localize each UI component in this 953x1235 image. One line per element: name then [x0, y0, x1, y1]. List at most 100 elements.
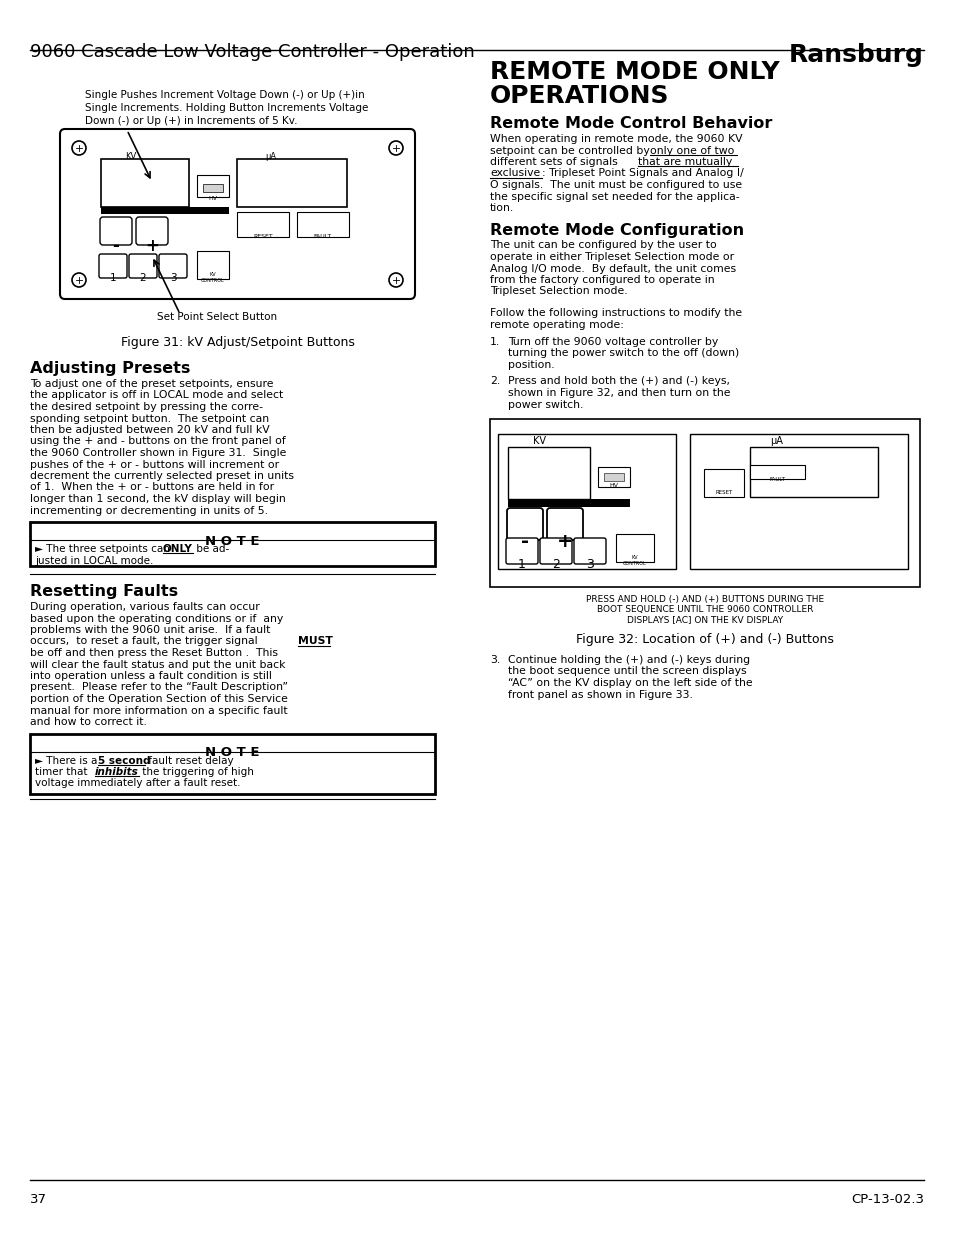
- FancyBboxPatch shape: [159, 254, 187, 278]
- Text: FAULT: FAULT: [314, 233, 332, 240]
- FancyBboxPatch shape: [100, 217, 132, 245]
- Text: Turn off the 9060 voltage controller by: Turn off the 9060 voltage controller by: [507, 337, 718, 347]
- Text: Down (-) or Up (+) in Increments of 5 Kv.: Down (-) or Up (+) in Increments of 5 Kv…: [85, 116, 297, 126]
- Text: OPERATIONS: OPERATIONS: [490, 84, 669, 107]
- Text: based upon the operating conditions or if  any: based upon the operating conditions or i…: [30, 614, 283, 624]
- Text: and how to correct it.: and how to correct it.: [30, 718, 147, 727]
- Text: To adjust one of the preset setpoints, ensure: To adjust one of the preset setpoints, e…: [30, 379, 274, 389]
- Text: N O T E: N O T E: [205, 535, 259, 548]
- Bar: [507, 447, 589, 499]
- Text: problems with the 9060 unit arise.  If a fault: problems with the 9060 unit arise. If a …: [30, 625, 270, 635]
- Text: RESET: RESET: [715, 490, 732, 495]
- Text: fault reset delay: fault reset delay: [145, 756, 233, 766]
- Text: from the factory configured to operate in: from the factory configured to operate i…: [490, 275, 714, 285]
- Text: KV
CONTROL: KV CONTROL: [622, 555, 646, 566]
- Text: BOOT SEQUENCE UNTIL THE 9060 CONTROLLER: BOOT SEQUENCE UNTIL THE 9060 CONTROLLER: [597, 605, 812, 614]
- Text: 9060 Cascade Low Voltage Controller - Operation: 9060 Cascade Low Voltage Controller - Op…: [30, 43, 475, 61]
- Text: Adjusting Presets: Adjusting Presets: [30, 361, 191, 375]
- Text: 1: 1: [110, 273, 116, 283]
- Bar: [689, 433, 907, 569]
- Text: Tripleset Selection mode.: Tripleset Selection mode.: [490, 287, 627, 296]
- Text: the boot sequence until the screen displays: the boot sequence until the screen displ…: [507, 667, 746, 677]
- Bar: [749, 466, 804, 479]
- Bar: [703, 469, 743, 496]
- Text: Remote Mode Configuration: Remote Mode Configuration: [490, 222, 743, 237]
- Text: Continue holding the (+) and (-) keys during: Continue holding the (+) and (-) keys du…: [507, 655, 749, 664]
- Bar: [101, 159, 189, 207]
- Text: When operating in remote mode, the 9060 KV: When operating in remote mode, the 9060 …: [490, 135, 741, 144]
- FancyBboxPatch shape: [506, 508, 542, 540]
- Text: exclusive: exclusive: [490, 168, 539, 179]
- Bar: [101, 207, 229, 214]
- Text: KV: KV: [533, 436, 545, 446]
- Text: manual for more information on a specific fault: manual for more information on a specifi…: [30, 705, 287, 715]
- Text: 37: 37: [30, 1193, 47, 1207]
- Text: into operation unless a fault condition is still: into operation unless a fault condition …: [30, 671, 272, 680]
- Text: present.  Please refer to the “Fault Description”: present. Please refer to the “Fault Desc…: [30, 683, 288, 693]
- Text: Remote Mode Control Behavior: Remote Mode Control Behavior: [490, 116, 772, 131]
- FancyBboxPatch shape: [129, 254, 157, 278]
- Text: +: +: [145, 237, 159, 254]
- Text: then be adjusted between 20 kV and full kV: then be adjusted between 20 kV and full …: [30, 425, 270, 435]
- Text: Follow the following instructions to modify the: Follow the following instructions to mod…: [490, 308, 741, 317]
- Text: RESET: RESET: [253, 233, 273, 240]
- Text: Set Point Select Button: Set Point Select Button: [157, 312, 276, 322]
- Bar: [497, 433, 676, 569]
- Text: only one of two: only one of two: [649, 146, 734, 156]
- Text: setpoint can be controlled by: setpoint can be controlled by: [490, 146, 653, 156]
- Text: 1.: 1.: [490, 337, 499, 347]
- Text: sponding setpoint button.  The setpoint can: sponding setpoint button. The setpoint c…: [30, 414, 269, 424]
- Text: μA: μA: [769, 436, 782, 446]
- Bar: [30, 522, 435, 566]
- Text: 2: 2: [139, 273, 146, 283]
- Bar: [236, 159, 347, 207]
- Text: During operation, various faults can occur: During operation, various faults can occ…: [30, 601, 259, 613]
- Text: Press and hold both the (+) and (-) keys,: Press and hold both the (+) and (-) keys…: [507, 377, 729, 387]
- FancyBboxPatch shape: [546, 508, 582, 540]
- Text: will clear the fault status and put the unit back: will clear the fault status and put the …: [30, 659, 285, 669]
- Text: ► The three setpoints can: ► The three setpoints can: [35, 543, 172, 555]
- Bar: [196, 175, 229, 198]
- Text: inhibits: inhibits: [95, 767, 138, 777]
- Text: ONLY: ONLY: [163, 543, 193, 555]
- Text: pushes of the + or - buttons will increment or: pushes of the + or - buttons will increm…: [30, 459, 279, 469]
- Text: ► There is a: ► There is a: [35, 756, 100, 766]
- Text: justed in LOCAL mode.: justed in LOCAL mode.: [35, 556, 153, 566]
- Text: 3: 3: [170, 273, 176, 283]
- Text: incrementing or decrementing in units of 5.: incrementing or decrementing in units of…: [30, 505, 268, 515]
- Text: Single Increments. Holding Button Increments Voltage: Single Increments. Holding Button Increm…: [85, 103, 368, 112]
- Text: be off and then press the Reset Button .  This: be off and then press the Reset Button .…: [30, 648, 277, 658]
- Bar: [749, 447, 877, 496]
- Text: PRESS AND HOLD (-) AND (+) BUTTONS DURING THE: PRESS AND HOLD (-) AND (+) BUTTONS DURIN…: [585, 595, 823, 604]
- Text: that are mutually: that are mutually: [638, 157, 732, 167]
- FancyBboxPatch shape: [539, 538, 572, 564]
- Text: timer that: timer that: [35, 767, 91, 777]
- Bar: [603, 473, 623, 480]
- Text: FAULT: FAULT: [768, 477, 784, 482]
- Text: +: +: [557, 532, 573, 551]
- Bar: [236, 212, 289, 237]
- Text: front panel as shown in Figure 33.: front panel as shown in Figure 33.: [507, 689, 692, 699]
- FancyBboxPatch shape: [574, 538, 605, 564]
- Text: Resetting Faults: Resetting Faults: [30, 584, 178, 599]
- Text: the specific signal set needed for the applica-: the specific signal set needed for the a…: [490, 191, 739, 201]
- FancyBboxPatch shape: [136, 217, 168, 245]
- Text: decrement the currently selected preset in units: decrement the currently selected preset …: [30, 471, 294, 480]
- Text: remote operating mode:: remote operating mode:: [490, 320, 623, 330]
- Text: tion.: tion.: [490, 203, 514, 212]
- Text: using the + and - buttons on the front panel of: using the + and - buttons on the front p…: [30, 436, 286, 447]
- Bar: [507, 499, 629, 508]
- Text: HV: HV: [209, 196, 217, 201]
- Text: CP-13-02.3: CP-13-02.3: [850, 1193, 923, 1207]
- Text: Single Pushes Increment Voltage Down (-) or Up (+)in: Single Pushes Increment Voltage Down (-)…: [85, 90, 364, 100]
- Text: voltage immediately after a fault reset.: voltage immediately after a fault reset.: [35, 778, 240, 788]
- Text: REMOTE MODE ONLY: REMOTE MODE ONLY: [490, 61, 779, 84]
- Text: Figure 31: kV Adjust/Setpoint Buttons: Figure 31: kV Adjust/Setpoint Buttons: [120, 336, 355, 350]
- Text: 5 second: 5 second: [98, 756, 151, 766]
- Text: 2: 2: [552, 558, 559, 571]
- Bar: [30, 734, 435, 794]
- Text: the desired setpoint by pressing the corre-: the desired setpoint by pressing the cor…: [30, 403, 263, 412]
- Text: -: -: [520, 532, 529, 551]
- Text: DISPLAYS [AC] ON THE KV DISPLAY: DISPLAYS [AC] ON THE KV DISPLAY: [626, 615, 782, 624]
- Text: 2.: 2.: [490, 377, 499, 387]
